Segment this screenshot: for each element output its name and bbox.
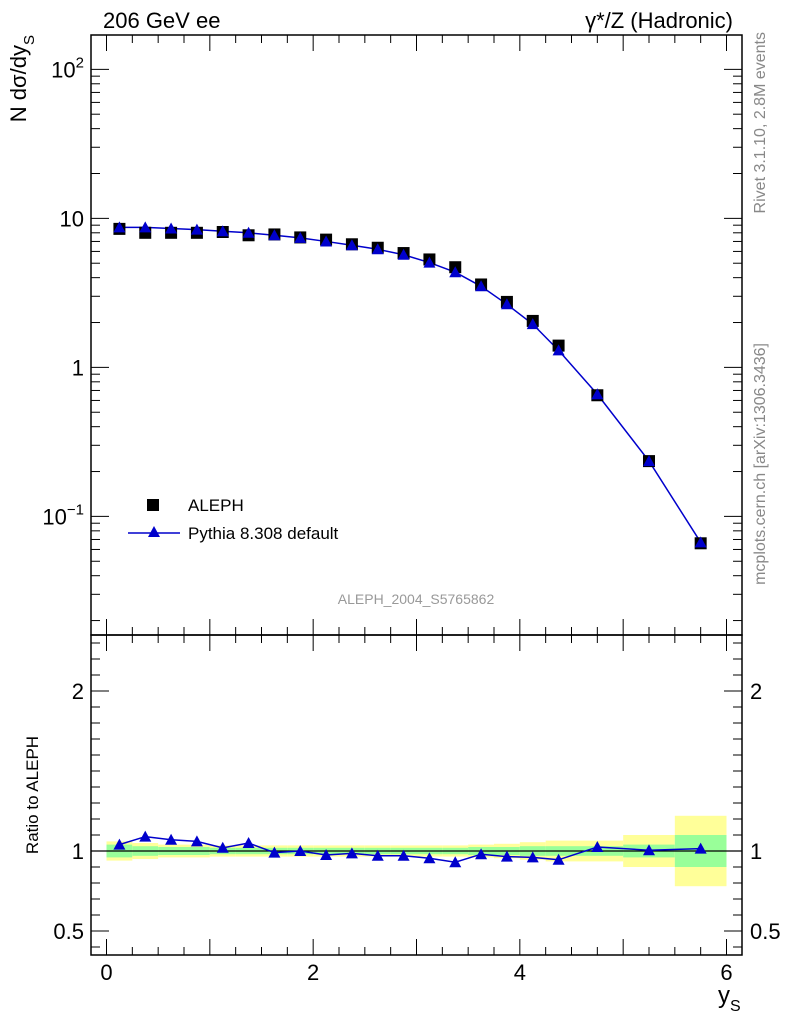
- mc-point-marker: [643, 455, 655, 467]
- ratio-mc-point-marker: [190, 835, 203, 847]
- ratio-y-tick-label-right: 2: [750, 679, 762, 704]
- ratio-mc-point-marker: [552, 853, 565, 865]
- mc-point-marker: [216, 225, 229, 237]
- tick-label-exponent: −1: [67, 501, 84, 518]
- ratio-mc-point-marker: [371, 849, 384, 861]
- mc-point-marker: [294, 231, 307, 243]
- analysis-id-label: ALEPH_2004_S5765862: [338, 591, 495, 607]
- ratio-mc-point-marker: [165, 833, 178, 845]
- ratio-mc-point-marker: [216, 841, 229, 853]
- ratio-axis-ticks: [91, 635, 742, 955]
- ratio-mc-point-marker: [423, 852, 436, 864]
- ratio-y-tick-label-right: 0.5: [750, 919, 781, 944]
- mc-point-marker: [139, 221, 152, 233]
- tick-label-base: 10: [51, 57, 75, 82]
- ratio-mc-point-marker: [500, 850, 513, 862]
- mc-point-marker: [268, 229, 281, 241]
- rivet-info-label: Rivet 3.1.10, 2.8M events: [752, 32, 769, 213]
- mc-point-marker: [190, 223, 203, 235]
- ratio-mc-point-marker: [320, 849, 333, 860]
- ratio-mc-point-marker: [591, 841, 604, 852]
- main-y-tick-label: 10−1: [42, 501, 84, 529]
- ratio-y-tick-label-left: 1: [72, 839, 84, 864]
- ratio-mc-point-marker: [242, 837, 255, 848]
- header-left-title: 206 GeV ee: [103, 8, 220, 33]
- legend: ALEPH Pythia 8.308 default: [128, 496, 339, 543]
- ratio-mc-point-marker: [268, 846, 281, 858]
- mc-point-marker: [552, 344, 565, 356]
- main-y-tick-label: 1: [72, 355, 84, 380]
- legend-mc-marker: [148, 526, 160, 537]
- ratio-mc-point-marker: [113, 838, 126, 850]
- x-tick-label: 2: [307, 960, 319, 985]
- ratio-plot-frame: [90, 634, 743, 956]
- mc-point-marker: [165, 222, 178, 234]
- main-y-axis-title-subscript: S: [21, 35, 38, 45]
- mc-point-marker: [500, 298, 513, 310]
- mc-point-marker: [526, 318, 539, 330]
- main-plot-frame: [90, 34, 743, 636]
- ratio-mc-point-marker: [345, 847, 358, 859]
- mc-series-points: [113, 221, 707, 548]
- ratio-y-axis-title: Ratio to ALEPH: [23, 736, 42, 854]
- main-y-tick-label: 10: [60, 206, 84, 231]
- ratio-y-tick-label-right: 1: [750, 839, 762, 864]
- legend-data-marker: [147, 499, 159, 511]
- ratio-panel: 0.5 0.5 1 1 2 2 0 2 4 6 Ratio to ALEPH yS: [23, 634, 781, 1015]
- header-right-title: γ*/Z (Hadronic): [585, 8, 733, 33]
- x-tick-label: 4: [514, 960, 526, 985]
- mc-point-marker: [397, 248, 410, 260]
- mc-point-marker: [591, 388, 604, 400]
- mc-point-marker: [475, 280, 488, 292]
- ratio-mc-point-marker: [643, 844, 655, 856]
- mc-point-marker: [242, 226, 255, 238]
- ratio-mc-point-marker: [449, 856, 462, 868]
- ratio-y-tick-label-left: 2: [72, 679, 84, 704]
- mc-point-marker: [345, 239, 358, 251]
- ratio-mc-point-marker: [397, 849, 410, 861]
- mc-point-marker: [320, 235, 333, 247]
- mcplots-reference-label: mcplots.cern.ch [arXiv:1306.3436]: [752, 343, 769, 585]
- mc-point-marker: [449, 266, 462, 278]
- x-tick-label: 0: [100, 960, 112, 985]
- legend-data-label: ALEPH: [188, 496, 244, 515]
- ratio-mc-point-marker: [294, 845, 307, 856]
- ratio-y-tick-labels: 0.5 0.5 1 1 2 2: [53, 679, 780, 944]
- ratio-mc-point-marker: [475, 848, 488, 860]
- main-y-axis-title-text: N dσ/dy: [6, 45, 31, 122]
- main-axis-ticks: [91, 35, 742, 635]
- ratio-y-tick-label-left: 0.5: [53, 919, 84, 944]
- mc-point-marker: [423, 256, 436, 268]
- ratio-mc-point-marker: [694, 842, 707, 854]
- main-y-tick-label: 102: [51, 54, 84, 82]
- tick-label-base: 10: [42, 504, 66, 529]
- ratio-mc-point-marker: [526, 851, 539, 863]
- x-axis-title: yS: [718, 982, 741, 1015]
- tick-label-exponent: 2: [76, 54, 84, 71]
- legend-mc-label: Pythia 8.308 default: [188, 524, 339, 543]
- x-tick-label: 6: [720, 960, 732, 985]
- ratio-mc-point-marker: [139, 830, 152, 842]
- ratio-mc-points: [113, 830, 707, 868]
- mc-point-marker: [113, 221, 126, 233]
- mc-point-marker: [371, 243, 384, 255]
- main-y-axis-title: N dσ/dyS: [6, 35, 38, 122]
- ratio-x-tick-labels: 0 2 4 6: [100, 960, 732, 985]
- mc-point-marker: [694, 536, 707, 548]
